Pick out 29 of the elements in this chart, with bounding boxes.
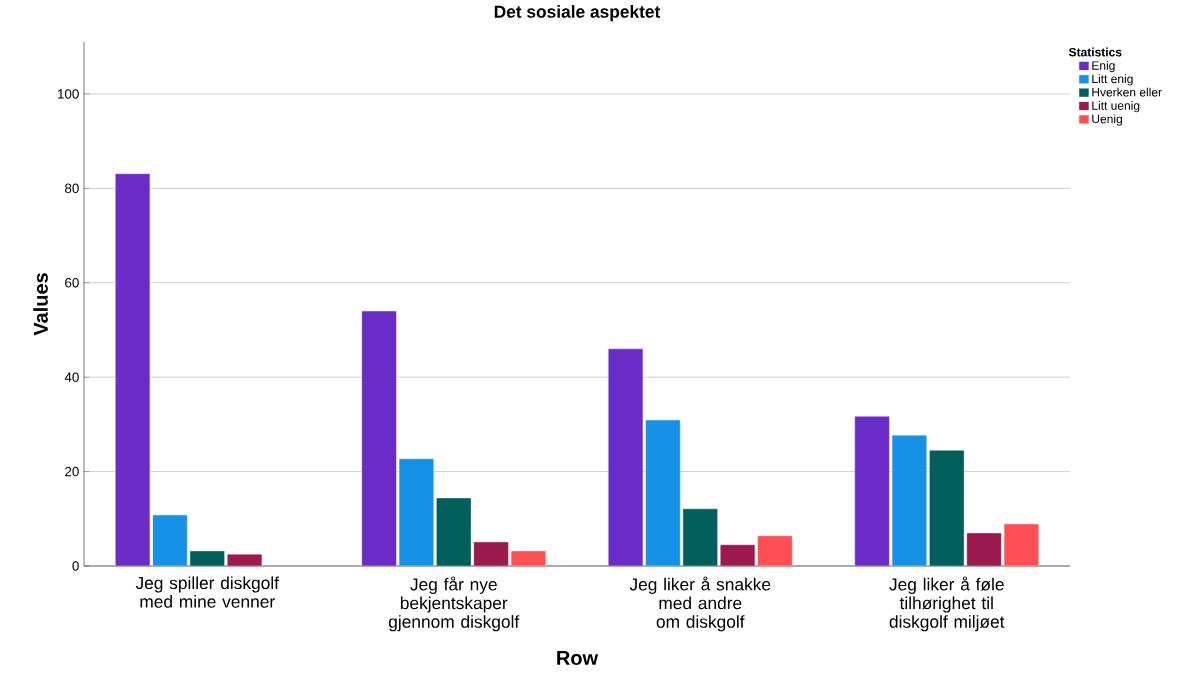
y-tick-label: 100 bbox=[58, 89, 79, 99]
y-tick-label: 20 bbox=[65, 466, 79, 477]
legend-label: Litt enig bbox=[1092, 74, 1133, 86]
bar bbox=[645, 419, 681, 566]
bar bbox=[361, 310, 397, 566]
chart-title: Det sosiale aspektet bbox=[494, 5, 661, 22]
x-tick-label: Jeg spiller diskgolf med mine venner bbox=[135, 576, 280, 608]
y-axis-title: Values bbox=[33, 273, 48, 336]
x-tick-label: Jeg får nye bekjentskaper gjennom diskgolf bbox=[388, 576, 520, 632]
bar bbox=[929, 450, 965, 566]
x-axis-title: Row bbox=[557, 651, 599, 666]
bar bbox=[152, 514, 188, 566]
legend-title: Statistics bbox=[1068, 47, 1122, 57]
bar bbox=[227, 553, 263, 566]
bar bbox=[891, 435, 927, 566]
x-tick-label: Jeg liker å føle tilhørighet til diskgolf miljøet bbox=[889, 576, 1005, 632]
legend-label: Hverken eller bbox=[1092, 87, 1162, 97]
y-tick-label: 60 bbox=[65, 278, 79, 288]
legend-label: Enig bbox=[1092, 60, 1115, 73]
y-tick-label: 80 bbox=[65, 183, 79, 194]
y-tick-label: 0 bbox=[72, 561, 79, 571]
legend-label: Litt uenig bbox=[1092, 101, 1140, 113]
y-tick-label: 40 bbox=[64, 372, 79, 382]
legend-label: Uenig bbox=[1092, 114, 1122, 126]
bar bbox=[398, 458, 434, 566]
bar bbox=[854, 416, 890, 566]
x-tick-label: Jeg liker å snakke med andre om diskgolf bbox=[629, 576, 771, 632]
bar bbox=[608, 348, 644, 566]
bar bbox=[115, 173, 151, 566]
